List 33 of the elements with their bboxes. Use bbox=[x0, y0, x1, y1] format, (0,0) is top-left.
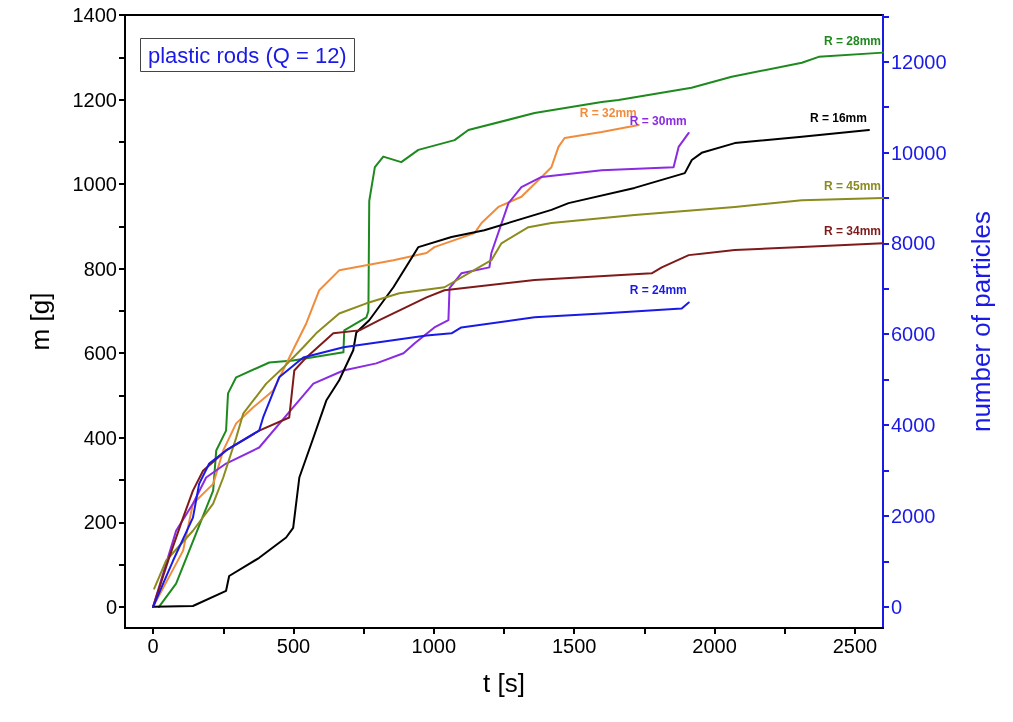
y2-tick-label: 2000 bbox=[891, 504, 936, 527]
y2-tick-label: 6000 bbox=[891, 323, 936, 346]
annotation: plastic rods (Q = 12) bbox=[148, 42, 347, 68]
y2-tick-label: 4000 bbox=[891, 414, 936, 437]
x-tick-label: 0 bbox=[147, 635, 159, 657]
x-tick-label: 1000 bbox=[411, 635, 457, 657]
series-label: R = 28mm bbox=[823, 33, 881, 48]
line-series bbox=[152, 301, 690, 608]
y-tick-label: 200 bbox=[83, 511, 117, 534]
series-label: R = 34mm bbox=[823, 224, 881, 239]
y-tick-label: 0 bbox=[105, 595, 117, 618]
x-tick-label: 2000 bbox=[692, 635, 737, 657]
series-label: R = 45mm bbox=[823, 179, 881, 194]
x-tick-label: 500 bbox=[276, 635, 311, 657]
y2-tick-label: 12000 bbox=[891, 50, 947, 73]
line-series bbox=[153, 197, 884, 590]
x-tick-label: 2500 bbox=[832, 635, 878, 657]
x-tick-label: 1500 bbox=[551, 635, 597, 657]
y-tick-label: 400 bbox=[83, 426, 117, 449]
y2-tick-label: 0 bbox=[891, 595, 903, 618]
y-tick-label: 1000 bbox=[72, 173, 117, 196]
x-axis-title: t [s] bbox=[483, 668, 525, 698]
y-tick-label: 1200 bbox=[72, 88, 117, 111]
line-series bbox=[152, 242, 884, 608]
y2-tick-label: 10000 bbox=[891, 141, 947, 164]
series-label: R = 24mm bbox=[629, 283, 687, 298]
y-tick-label: 600 bbox=[83, 342, 117, 365]
series-label: R = 16mm bbox=[809, 110, 867, 125]
y2-tick-label: 8000 bbox=[891, 232, 936, 255]
y-tick-label: 800 bbox=[83, 257, 117, 280]
y2-axis-title: number of particles bbox=[966, 210, 996, 433]
y-tick-label: 1400 bbox=[72, 4, 117, 26]
y-axis-title: m [g] bbox=[25, 292, 55, 351]
